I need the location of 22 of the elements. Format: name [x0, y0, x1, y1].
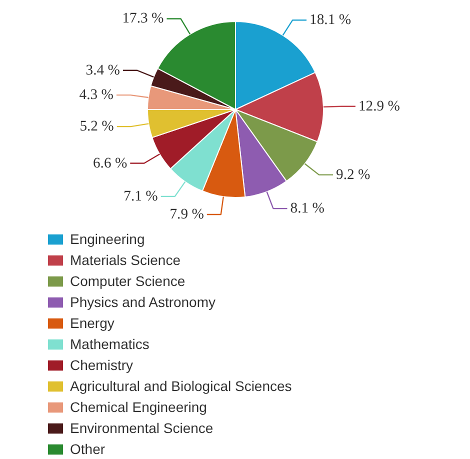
data-label: 8.1 %	[290, 200, 324, 217]
legend-label: Agricultural and Biological Sciences	[70, 378, 292, 394]
data-label: 6.6 %	[92, 155, 128, 172]
data-label: 12.9 %	[358, 98, 400, 114]
legend-label: Chemical Engineering	[70, 399, 207, 415]
legend-label: Computer Science	[70, 273, 186, 289]
legend-label: Chemistry	[70, 357, 134, 373]
legend-label: Materials Science	[70, 252, 180, 268]
data-label: 4.3 %	[79, 87, 114, 104]
data-label: 7.1 %	[124, 188, 158, 204]
legend-label: Mathematics	[70, 336, 150, 352]
data-label: 7.9 %	[170, 206, 204, 222]
data-label: 18.1 %	[310, 12, 352, 28]
legend-label: Environmental Science	[70, 420, 214, 436]
data-label: 17.3 %	[122, 10, 164, 27]
legend-label: Physics and Astronomy	[70, 294, 216, 310]
legend-label: Energy	[70, 315, 114, 331]
data-label: 5.2 %	[80, 118, 114, 135]
data-label: 9.2 %	[336, 166, 370, 183]
data-label: 3.4 %	[86, 62, 120, 78]
legend-label: Engineering	[70, 231, 145, 247]
legend-label: Other	[70, 441, 106, 457]
